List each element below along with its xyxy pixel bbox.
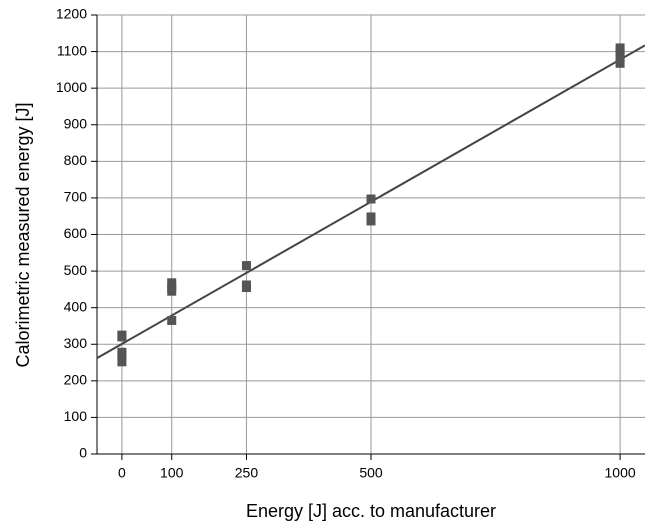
y-tick-label: 300 [64,335,88,351]
point [615,52,625,62]
y-tick-label: 400 [64,298,88,314]
point [241,283,251,293]
point [117,350,127,360]
x-tick-label: 0 [118,465,126,481]
point [615,47,625,57]
y-tick-label: 200 [64,372,88,388]
x-tick-label: 250 [235,465,259,481]
y-tick-label: 1200 [56,6,87,22]
y-tick-label: 0 [79,445,87,461]
y-tick-label: 1100 [57,42,87,58]
point [117,332,127,342]
x-tick-label: 1000 [605,465,636,481]
point [366,216,376,226]
y-tick-label: 500 [64,262,88,278]
x-tick-label: 100 [160,465,184,481]
y-tick-label: 700 [64,189,88,205]
y-tick-label: 900 [64,115,88,131]
y-tick-label: 600 [64,225,88,241]
point [167,286,177,296]
point [167,278,177,288]
point [366,194,376,204]
point [615,58,625,68]
y-tick-label: 100 [64,408,88,424]
point [241,261,251,271]
y-tick-label: 1000 [56,79,87,95]
point [167,315,177,325]
x-axis-label: Energy [J] acc. to manufacturer [246,501,496,521]
y-axis-label: Calorimetric measured energy [J] [13,102,33,367]
point [117,357,127,367]
x-tick-label: 500 [359,465,383,481]
y-tick-label: 800 [64,152,88,168]
